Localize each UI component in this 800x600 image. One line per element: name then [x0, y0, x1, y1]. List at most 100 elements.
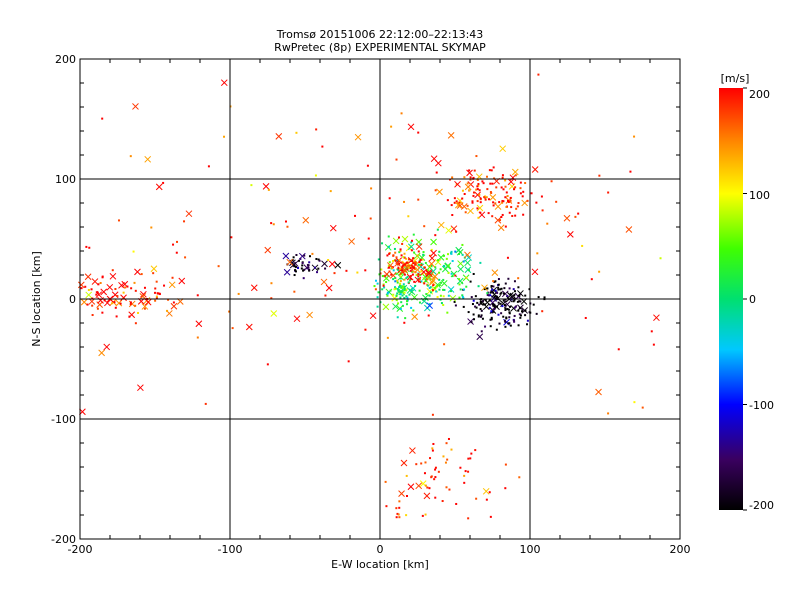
x-tick-label: -200 [68, 543, 93, 556]
scatter-dot [90, 288, 93, 291]
scatter-dot [405, 257, 408, 260]
scatter-dot [500, 312, 503, 315]
scatter-dot [405, 474, 408, 477]
scatter-dot [440, 302, 443, 305]
scatter-dot [479, 315, 482, 318]
scatter-dot [183, 220, 186, 223]
scatter-dot [518, 300, 521, 303]
scatter-x-marker [511, 168, 519, 176]
scatter-dot [155, 295, 158, 298]
scatter-dot [489, 291, 492, 294]
scatter-x-marker [411, 313, 419, 321]
scatter-dot [403, 291, 406, 294]
scatter-dot [294, 269, 297, 272]
scatter-dot [396, 316, 399, 319]
scatter-dot [461, 294, 464, 297]
scatter-dot [518, 313, 521, 316]
scatter-dot [405, 261, 408, 264]
scatter-dot [129, 155, 132, 158]
scatter-dot [115, 315, 118, 318]
scatter-dot [517, 324, 520, 327]
scatter-x-marker [293, 315, 301, 323]
scatter-dot [442, 295, 445, 298]
scatter-x-marker [491, 269, 499, 276]
scatter-dot [499, 302, 502, 305]
scatter-dot [475, 497, 478, 500]
scatter-dot [400, 254, 403, 257]
scatter-dot [410, 260, 413, 263]
colorbar-tick-label: 100 [749, 189, 770, 202]
scatter-dot [476, 178, 479, 181]
scatter-dot [543, 296, 546, 299]
scatter-dot [451, 176, 454, 179]
scatter-dot [450, 290, 453, 293]
scatter-dot [321, 145, 324, 148]
scatter-dot [477, 183, 480, 186]
scatter-dot [172, 243, 175, 246]
scatter-dot [476, 188, 479, 191]
scatter-dot [417, 198, 420, 201]
scatter-dot [479, 261, 482, 264]
scatter-dot [526, 199, 529, 202]
scatter-dot [442, 455, 445, 458]
scatter-dot [398, 516, 401, 519]
scatter-dot [490, 191, 493, 194]
scatter-dot [101, 117, 104, 120]
scatter-dot [461, 189, 464, 192]
scatter-dot [641, 406, 644, 409]
scatter-dot [487, 198, 490, 201]
scatter-dot [467, 517, 470, 520]
scatter-x-marker [282, 252, 290, 260]
scatter-dot [508, 316, 511, 319]
scatter-dot [477, 315, 480, 318]
scatter-dot [495, 328, 498, 331]
scatter-dot [405, 303, 408, 306]
scatter-dot [409, 275, 412, 278]
scatter-x-marker [132, 103, 139, 110]
scatter-dot [435, 171, 438, 174]
scatter-dot [414, 284, 417, 287]
scatter-dot [315, 257, 318, 260]
scatter-dot [167, 298, 170, 301]
scatter-dot [122, 291, 125, 294]
scatter-dot [386, 294, 389, 297]
scatter-dot [513, 280, 516, 283]
scatter-dot [400, 286, 403, 289]
scatter-dot [504, 307, 507, 310]
scatter-dot [453, 300, 456, 303]
scatter-dot [471, 200, 474, 203]
scatter-dot [400, 272, 403, 275]
scatter-dot [508, 211, 511, 214]
scatter-dot [478, 193, 481, 196]
scatter-dot [468, 189, 471, 192]
scatter-dot [407, 281, 410, 284]
scatter-dot [270, 222, 273, 225]
scatter-dot [422, 253, 425, 256]
scatter-dot [471, 303, 474, 306]
scatter-dot [525, 323, 528, 326]
scatter-dot [207, 165, 210, 168]
scatter-dot [419, 258, 422, 261]
scatter-dot [454, 304, 457, 307]
scatter-dot [397, 267, 400, 270]
scatter-dot [324, 294, 327, 297]
scatter-dot [457, 252, 460, 255]
scatter-x-marker [566, 230, 574, 238]
scatter-dot [530, 192, 533, 195]
scatter-dot [91, 304, 94, 307]
scatter-dot [537, 73, 540, 76]
scatter-x-marker [476, 333, 484, 341]
scatter-dot [505, 205, 508, 208]
scatter-dot [458, 278, 461, 281]
scatter-dot [155, 280, 158, 283]
scatter-dot [394, 272, 397, 275]
scatter-dot [472, 176, 475, 179]
scatter-dot [470, 452, 473, 455]
scatter-dot [425, 293, 428, 296]
scatter-dot [497, 286, 500, 289]
scatter-dot [428, 287, 431, 290]
scatter-x-marker [489, 193, 497, 201]
scatter-dot [504, 463, 507, 466]
scatter-dot [303, 254, 306, 257]
scatter-dot [633, 401, 636, 404]
